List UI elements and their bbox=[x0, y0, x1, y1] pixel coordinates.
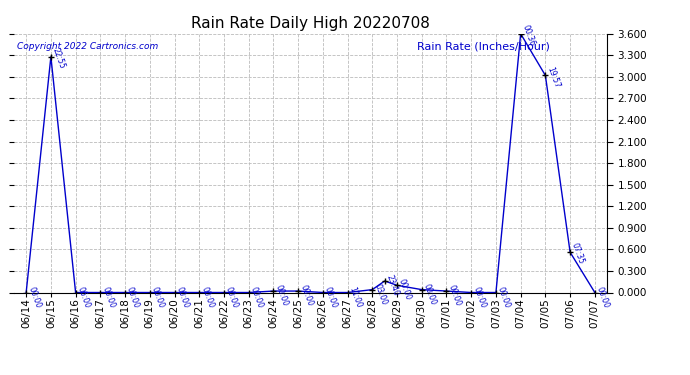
Text: 00:00: 00:00 bbox=[224, 285, 240, 309]
Text: 03:00: 03:00 bbox=[373, 282, 388, 306]
Text: 00:00: 00:00 bbox=[397, 278, 413, 302]
Text: 06:00: 06:00 bbox=[76, 285, 92, 309]
Text: Copyright 2022 Cartronics.com: Copyright 2022 Cartronics.com bbox=[17, 42, 158, 51]
Text: 00:00: 00:00 bbox=[595, 285, 611, 309]
Text: 00:00: 00:00 bbox=[273, 284, 289, 308]
Text: 11:00: 11:00 bbox=[348, 285, 364, 309]
Text: 00:00: 00:00 bbox=[248, 285, 265, 309]
Text: 00:00: 00:00 bbox=[125, 285, 141, 309]
Text: 00:36: 00:36 bbox=[521, 24, 537, 47]
Text: 00:00: 00:00 bbox=[323, 285, 339, 309]
Text: 23:40: 23:40 bbox=[385, 274, 401, 297]
Text: 00:00: 00:00 bbox=[496, 285, 512, 309]
Text: 00:00: 00:00 bbox=[471, 285, 487, 309]
Text: 00:00: 00:00 bbox=[26, 285, 42, 309]
Text: 22:55: 22:55 bbox=[51, 46, 67, 70]
Text: 00:00: 00:00 bbox=[175, 285, 190, 309]
Title: Rain Rate Daily High 20220708: Rain Rate Daily High 20220708 bbox=[191, 16, 430, 31]
Text: 00:00: 00:00 bbox=[446, 284, 462, 308]
Text: 00:00: 00:00 bbox=[199, 285, 215, 309]
Text: 00:00: 00:00 bbox=[422, 282, 437, 306]
Text: 00:00: 00:00 bbox=[150, 285, 166, 309]
Text: 07:35: 07:35 bbox=[570, 242, 586, 266]
Text: Rain Rate (Inches/Hour): Rain Rate (Inches/Hour) bbox=[417, 42, 550, 51]
Text: 19:57: 19:57 bbox=[545, 65, 562, 89]
Text: 00:00: 00:00 bbox=[100, 285, 117, 309]
Text: 00:00: 00:00 bbox=[298, 284, 314, 308]
